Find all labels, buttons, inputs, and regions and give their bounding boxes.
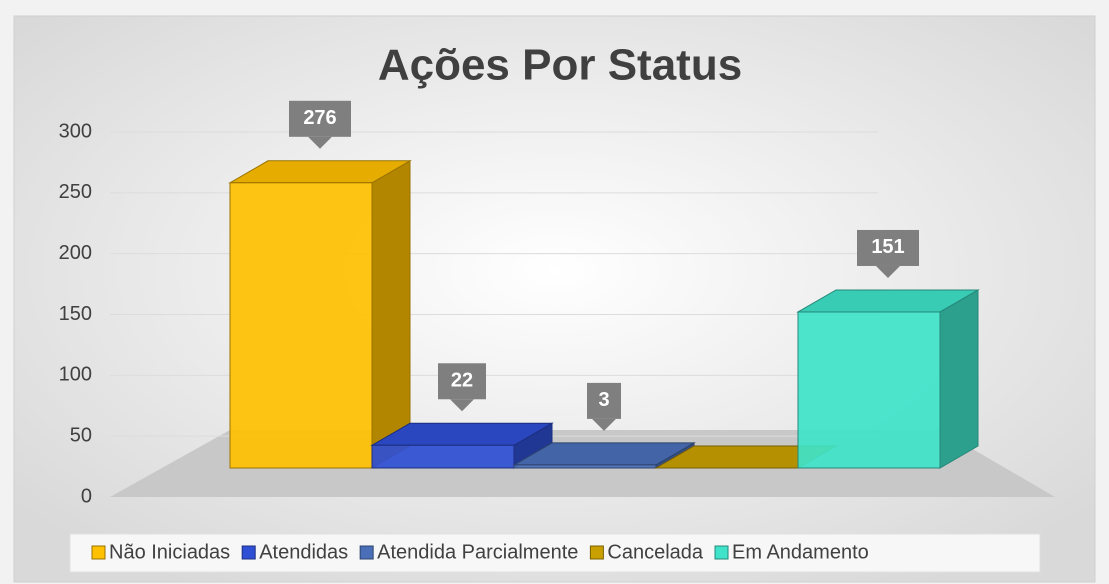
data-label-arrow xyxy=(592,418,616,431)
data-label-box xyxy=(587,382,621,419)
legend-label: Não Iniciadas xyxy=(109,541,230,563)
data-label-box xyxy=(857,229,919,266)
legend-label: Cancelada xyxy=(607,541,704,563)
y-tick-label: 150 xyxy=(59,303,92,325)
legend-swatch xyxy=(714,545,729,560)
y-tick-label: 200 xyxy=(59,242,92,264)
data-label-arrow xyxy=(308,136,332,149)
y-tick-label: 50 xyxy=(70,424,92,446)
y-tick-label: 0 xyxy=(81,485,92,507)
data-label-arrow xyxy=(450,399,474,412)
bar xyxy=(796,289,980,469)
y-tick-label: 100 xyxy=(59,364,92,386)
data-label-box xyxy=(438,363,486,400)
y-tick-label: 250 xyxy=(59,181,92,203)
bar-front xyxy=(229,182,373,469)
bar xyxy=(228,159,412,469)
data-label-arrow xyxy=(876,265,900,278)
chart-title: Ações Por Status xyxy=(378,41,742,90)
legend-label: Em Andamento xyxy=(732,541,869,563)
data-label-box xyxy=(289,100,351,137)
legend-label: Atendidas xyxy=(259,541,348,563)
legend-swatch xyxy=(241,545,256,560)
data-label: 276 xyxy=(303,107,336,129)
legend-swatch xyxy=(91,545,106,560)
bar-front xyxy=(797,311,941,469)
y-tick-label: 300 xyxy=(59,120,92,142)
bar-side xyxy=(371,159,411,469)
data-label: 151 xyxy=(871,236,904,258)
bar-front xyxy=(513,464,657,469)
legend-swatch xyxy=(359,545,374,560)
legend-box xyxy=(69,533,1041,573)
data-label: 3 xyxy=(598,389,609,411)
bar xyxy=(512,442,696,469)
bar-front xyxy=(371,444,515,469)
legend-swatch xyxy=(589,545,604,560)
legend-label: Atendida Parcialmente xyxy=(377,541,578,563)
bar-side xyxy=(939,289,979,469)
data-label: 22 xyxy=(451,370,473,392)
